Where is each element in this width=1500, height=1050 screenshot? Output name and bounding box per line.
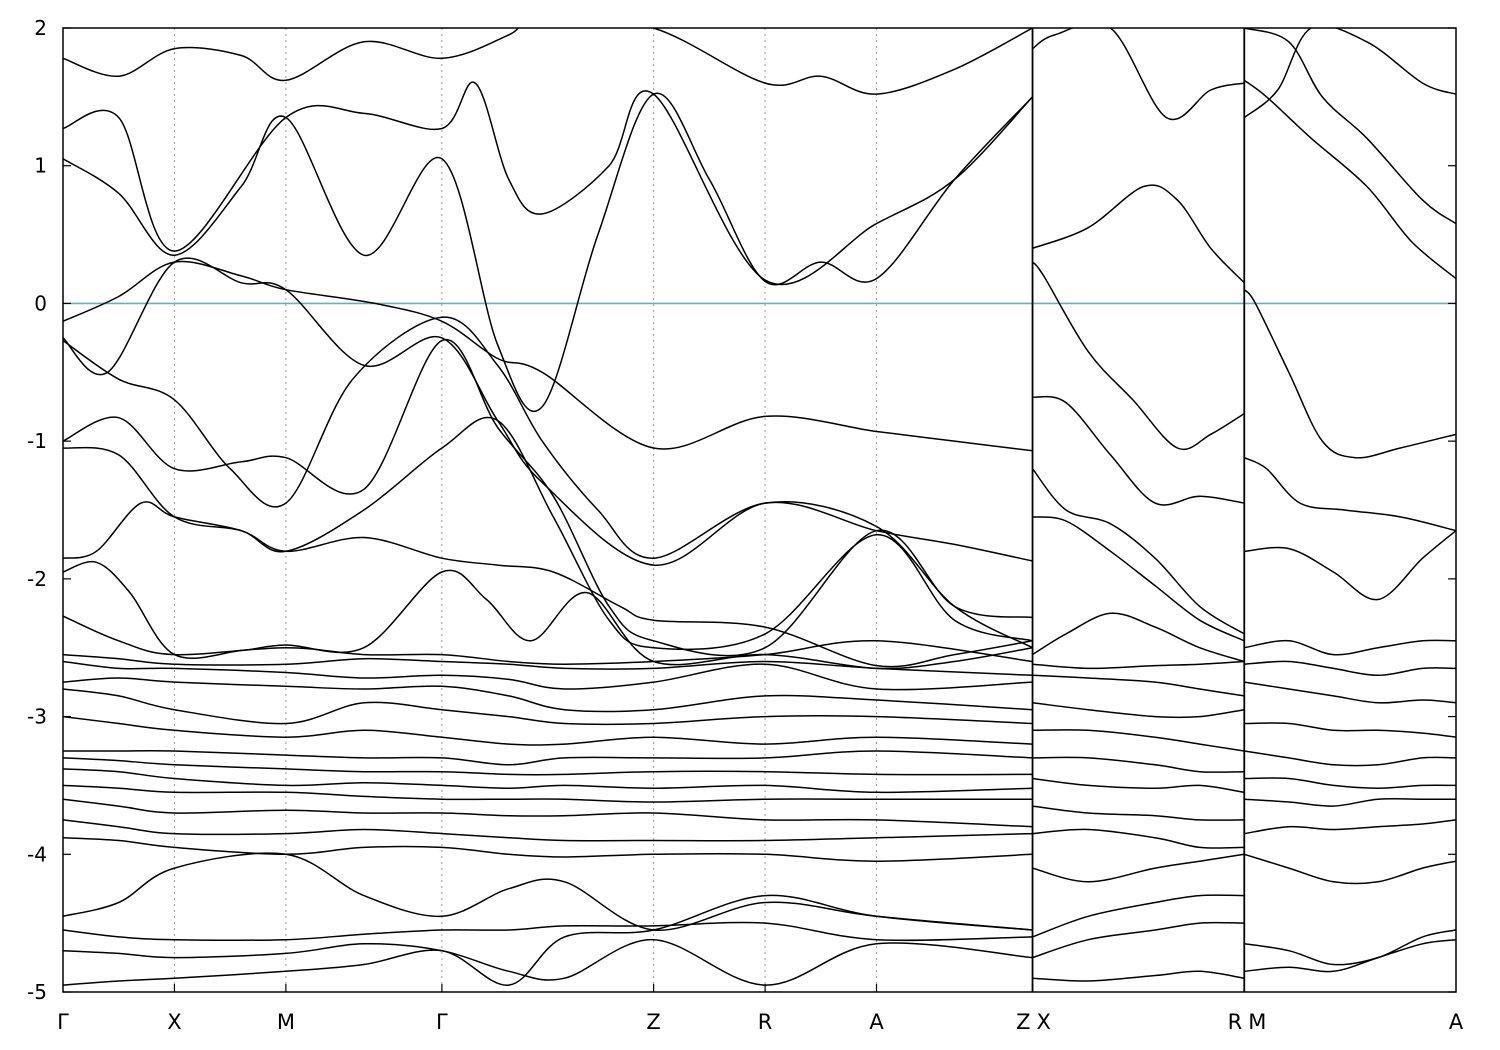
band-line [1244,722,1456,738]
band-line [63,757,1033,776]
band-line [1244,530,1456,601]
y-tick-label: 2 [34,16,47,40]
x-tick-label: R [1228,1010,1243,1034]
band-line [63,784,1033,803]
band-line [63,852,1033,931]
y-tick-label: -3 [27,705,47,729]
band-line [63,677,1033,713]
band-line [1244,28,1456,225]
x-tick-label: X [1037,1010,1051,1034]
band-line [1244,929,1456,966]
band-line [1032,970,1245,982]
band-line [63,416,1033,651]
band-line [63,798,1033,828]
band-line [1032,921,1245,959]
band-line [1031,261,1245,451]
band-line [63,28,1033,95]
band-line [63,819,1033,842]
band-line [63,316,1033,649]
x-tick-label: Z [646,1010,660,1034]
y-tick-label: -1 [27,429,47,453]
band-line [1032,516,1245,642]
band-line [1032,828,1245,849]
band-line [1244,639,1456,656]
band-line [1243,289,1456,459]
band-line [1032,184,1245,284]
band-line [63,837,1033,862]
path-break-lines [1031,28,1246,992]
band-line [63,688,1033,726]
band-line [63,92,1034,413]
band-line [1244,819,1456,835]
y-tick-label: -5 [27,980,47,1004]
y-tick-label: -4 [27,842,47,866]
x-tick-label: A [1449,1010,1464,1034]
band-line [63,653,1033,677]
x-tick-label: X [167,1010,181,1034]
band-line [63,501,1033,668]
x-tick-label: A [869,1010,884,1034]
band-line [1032,28,1245,121]
band-line [1032,756,1245,773]
band-line [1244,681,1456,704]
band-line [1243,457,1456,532]
band-line [1032,702,1245,719]
x-tick-label: R [758,1010,773,1034]
band-line [1244,777,1456,789]
band-line [1032,660,1245,670]
band-line [1032,612,1245,663]
band-line [1032,729,1245,752]
y-tick-label: -2 [27,567,47,591]
band-line [1032,894,1245,938]
band-line [1032,777,1245,794]
x-tick-label: Γ [436,1010,448,1034]
plot-frame [62,27,1457,993]
band-line [1244,797,1456,807]
band-line [63,894,1033,986]
band-line [63,615,1033,665]
band-line [63,560,1033,670]
band-line [63,260,1033,452]
x-tick-label: M [1248,1010,1266,1034]
band-line [1032,853,1245,883]
band-line [1031,468,1245,635]
band-line [1244,750,1456,767]
y-tick-label: 0 [34,291,47,315]
band-line [1244,938,1456,973]
band-line [1244,853,1456,885]
band-line [63,749,1033,766]
band-line [1244,660,1456,677]
y-tick-label: 1 [34,154,47,178]
band-line [63,768,1033,794]
x-tick-label: M [277,1010,295,1034]
band-line [63,715,1033,746]
band-line [1032,805,1245,821]
y-axis-ticks: -5 -4 -3 -2 -1 0 1 2 [27,16,1456,1004]
band-lines [63,28,1456,986]
band-line [1032,395,1245,506]
x-tick-label: Z [1016,1010,1030,1034]
x-tick-label: Γ [57,1010,69,1034]
band-line [63,938,1033,986]
band-line [63,921,1033,942]
band-line [1032,674,1245,697]
band-line [63,660,1033,691]
band-line [1243,79,1456,280]
band-line [63,81,1034,286]
